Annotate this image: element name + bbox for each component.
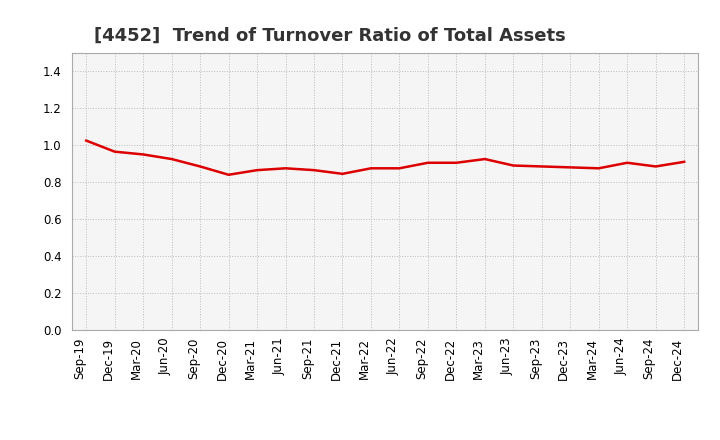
Text: [4452]  Trend of Turnover Ratio of Total Assets: [4452] Trend of Turnover Ratio of Total … [94, 26, 565, 44]
